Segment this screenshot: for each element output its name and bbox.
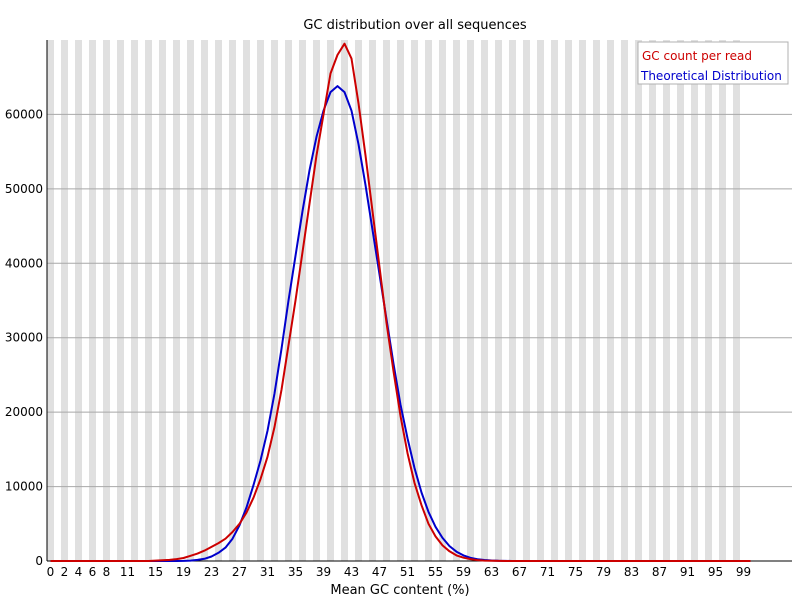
background-band xyxy=(271,40,278,561)
background-band xyxy=(75,40,82,561)
background-band xyxy=(145,40,152,561)
background-band xyxy=(47,40,54,561)
background-band xyxy=(369,40,376,561)
x-tick-label: 99 xyxy=(736,565,751,579)
x-tick-label: 23 xyxy=(204,565,219,579)
background-band xyxy=(341,40,348,561)
x-tick-label: 2 xyxy=(61,565,69,579)
legend-item-theoretical: Theoretical Distribution xyxy=(640,69,782,83)
background-band xyxy=(621,40,628,561)
background-band xyxy=(257,40,264,561)
background-band xyxy=(537,40,544,561)
y-tick-label: 0 xyxy=(35,554,43,568)
chart-title: GC distribution over all sequences xyxy=(303,18,527,33)
background-band xyxy=(131,40,138,561)
x-tick-label: 79 xyxy=(596,565,611,579)
background-band xyxy=(649,40,656,561)
x-tick-label: 43 xyxy=(344,565,359,579)
x-tick-label: 91 xyxy=(680,565,695,579)
x-tick-label: 75 xyxy=(568,565,583,579)
background-band xyxy=(691,40,698,561)
alternating-bands xyxy=(47,40,740,561)
background-band xyxy=(551,40,558,561)
x-axis-label: Mean GC content (%) xyxy=(330,583,469,598)
x-tick-label: 39 xyxy=(316,565,331,579)
background-band xyxy=(159,40,166,561)
x-tick-label: 19 xyxy=(176,565,191,579)
background-band xyxy=(719,40,726,561)
background-band xyxy=(663,40,670,561)
x-tick-label: 83 xyxy=(624,565,639,579)
background-band xyxy=(509,40,516,561)
y-tick-label: 20000 xyxy=(5,405,43,419)
background-band xyxy=(579,40,586,561)
x-tick-label: 59 xyxy=(456,565,471,579)
y-tick-label: 40000 xyxy=(5,256,43,270)
background-band xyxy=(173,40,180,561)
background-band xyxy=(201,40,208,561)
background-band xyxy=(243,40,250,561)
background-band xyxy=(439,40,446,561)
x-tick-label: 51 xyxy=(400,565,415,579)
legend-item-gc-count: GC count per read xyxy=(642,49,752,63)
x-tick-label: 47 xyxy=(372,565,387,579)
background-band xyxy=(481,40,488,561)
series-line-gc-count xyxy=(50,42,751,562)
background-band xyxy=(411,40,418,561)
background-band xyxy=(607,40,614,561)
background-band xyxy=(299,40,306,561)
series-lines xyxy=(50,42,751,562)
background-band xyxy=(705,40,712,561)
background-band xyxy=(593,40,600,561)
x-tick-labels: 0 2 4 6 8 11 15 19 23 27 31 35 39 43 47 51 55 59 63 67 71 75 7… xyxy=(47,565,751,579)
background-band xyxy=(467,40,474,561)
y-tick-label: 60000 xyxy=(5,107,43,121)
background-band xyxy=(425,40,432,561)
x-tick-label: 4 xyxy=(75,565,83,579)
x-tick-label: 95 xyxy=(708,565,723,579)
x-tick-label: 11 xyxy=(120,565,135,579)
background-band xyxy=(313,40,320,561)
legend-box xyxy=(637,41,789,85)
y-tick-label: 50000 xyxy=(5,182,43,196)
x-tick-label: 6 xyxy=(89,565,97,579)
x-tick-label: 35 xyxy=(288,565,303,579)
background-band xyxy=(677,40,684,561)
background-band xyxy=(453,40,460,561)
y-tick-label: 10000 xyxy=(5,480,43,494)
background-band xyxy=(495,40,502,561)
background-band xyxy=(103,40,110,561)
background-band xyxy=(383,40,390,561)
x-tick-label: 8 xyxy=(103,565,111,579)
background-band xyxy=(327,40,334,561)
background-band xyxy=(89,40,96,561)
background-band xyxy=(229,40,236,561)
x-tick-label: 27 xyxy=(232,565,247,579)
y-tick-labels: 0 10000 20000 30000 40000 50000 60000 xyxy=(5,107,43,568)
background-band xyxy=(397,40,404,561)
x-tick-label: 71 xyxy=(540,565,555,579)
x-tick-label: 15 xyxy=(148,565,163,579)
x-tick-label: 0 xyxy=(47,565,55,579)
legend: GC count per read Theoretical Distributi… xyxy=(637,41,789,85)
x-tick-label: 31 xyxy=(260,565,275,579)
background-band xyxy=(565,40,572,561)
x-tick-label: 67 xyxy=(512,565,527,579)
y-tick-label: 30000 xyxy=(5,331,43,345)
background-band xyxy=(187,40,194,561)
x-tick-label: 63 xyxy=(484,565,499,579)
background-band xyxy=(523,40,530,561)
background-band xyxy=(733,40,740,561)
x-tick-label: 87 xyxy=(652,565,667,579)
background-band xyxy=(117,40,124,561)
background-band xyxy=(355,40,362,561)
background-band xyxy=(215,40,222,561)
background-band xyxy=(635,40,642,561)
x-tick-label: 55 xyxy=(428,565,443,579)
background-band xyxy=(61,40,68,561)
